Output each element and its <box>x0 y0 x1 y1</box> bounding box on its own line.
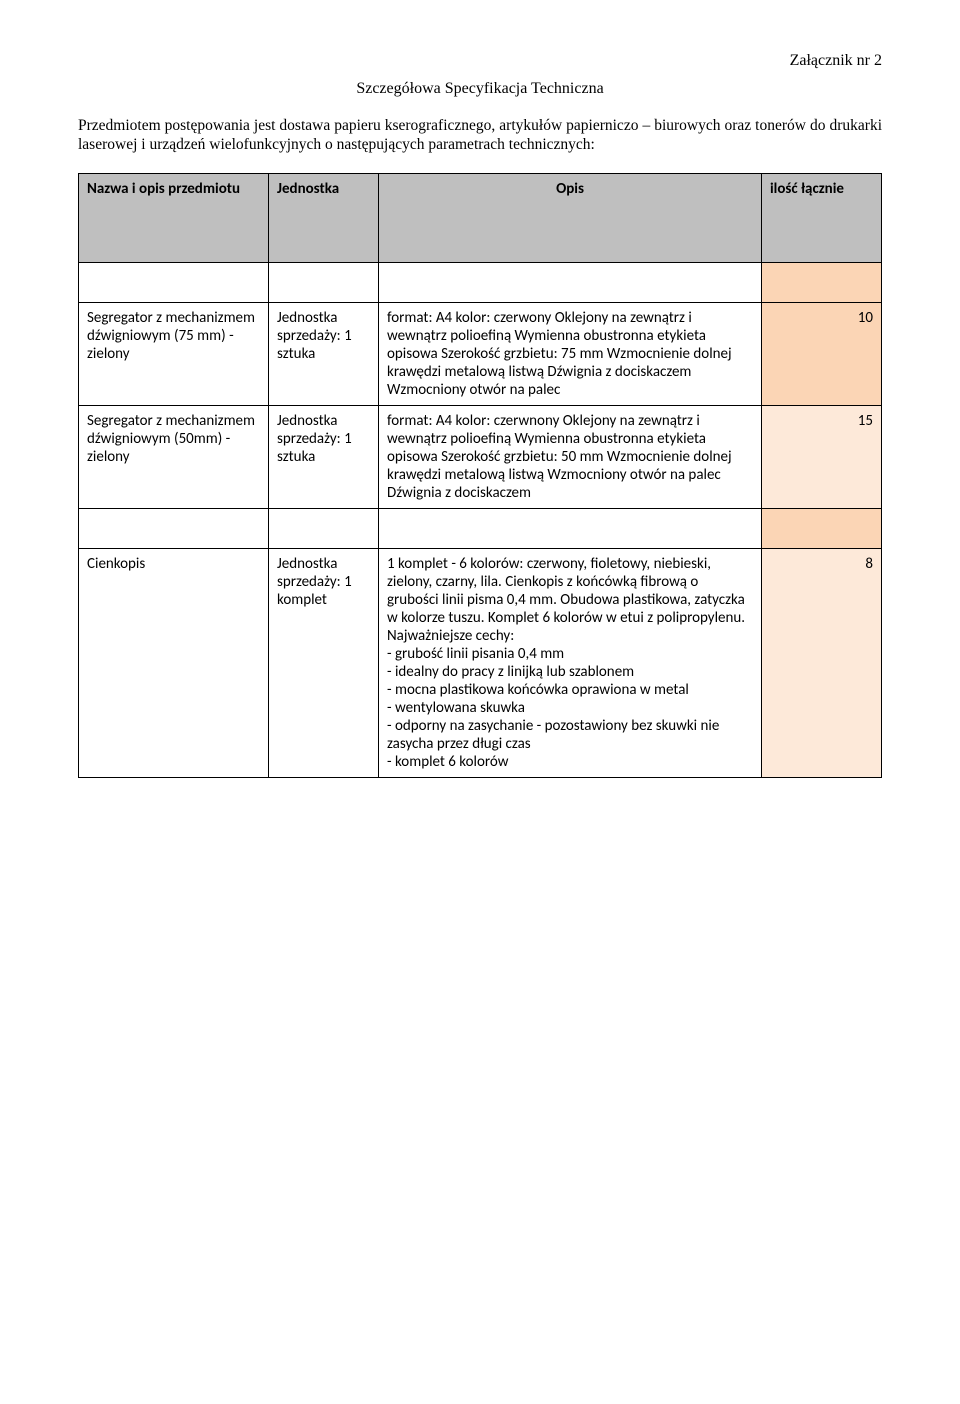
empty-qty-cell <box>762 508 882 548</box>
cell-qty: 8 <box>762 548 882 777</box>
col-header-name-text: Nazwa i opis przedmiotu <box>87 180 260 198</box>
specification-table: Nazwa i opis przedmiotu Jednostka Opis i… <box>78 173 882 778</box>
cell-name: Segregator z mechanizmem dźwigniowym (75… <box>79 302 269 405</box>
page: Załącznik nr 2 Szczegółowa Specyfikacja … <box>0 0 960 838</box>
table-row: Segregator z mechanizmem dźwigniowym (50… <box>79 405 882 508</box>
intro-paragraph: Przedmiotem postępowania jest dostawa pa… <box>78 116 882 155</box>
cell-desc: 1 komplet - 6 kolorów: czerwony, fioleto… <box>379 548 762 777</box>
cell-desc: format: A4 kolor: czerwnony Oklejony na … <box>379 405 762 508</box>
col-header-unit: Jednostka <box>269 173 379 262</box>
col-header-qty: ilość łącznie <box>762 173 882 262</box>
cell-unit: Jednostka sprzedaży: 1 komplet <box>269 548 379 777</box>
col-header-desc: Opis <box>379 173 762 262</box>
table-row: CienkopisJednostka sprzedaży: 1 komplet1… <box>79 548 882 777</box>
cell-desc: format: A4 kolor: czerwony Oklejony na z… <box>379 302 762 405</box>
empty-cell <box>269 508 379 548</box>
cell-unit: Jednostka sprzedaży: 1 sztuka <box>269 302 379 405</box>
table-header-row: Nazwa i opis przedmiotu Jednostka Opis i… <box>79 173 882 262</box>
empty-cell <box>79 508 269 548</box>
empty-cell <box>379 262 762 302</box>
cell-name: Cienkopis <box>79 548 269 777</box>
empty-cell <box>79 262 269 302</box>
cell-qty: 15 <box>762 405 882 508</box>
table-empty-row <box>79 508 882 548</box>
table-empty-row <box>79 262 882 302</box>
table-body: Segregator z mechanizmem dźwigniowym (75… <box>79 262 882 777</box>
empty-cell <box>269 262 379 302</box>
empty-cell <box>379 508 762 548</box>
cell-name: Segregator z mechanizmem dźwigniowym (50… <box>79 405 269 508</box>
table-row: Segregator z mechanizmem dźwigniowym (75… <box>79 302 882 405</box>
spec-title: Szczegółowa Specyfikacja Techniczna <box>78 80 882 98</box>
col-header-name: Nazwa i opis przedmiotu <box>79 173 269 262</box>
cell-qty: 10 <box>762 302 882 405</box>
cell-unit: Jednostka sprzedaży: 1 sztuka <box>269 405 379 508</box>
empty-qty-cell <box>762 262 882 302</box>
attachment-label: Załącznik nr 2 <box>78 52 882 70</box>
